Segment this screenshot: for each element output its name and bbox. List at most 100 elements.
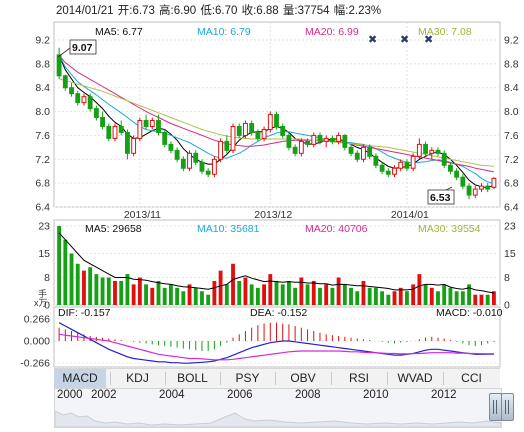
volume-tick-label: 23 (504, 221, 516, 233)
tab-wvad[interactable]: WVAD (397, 371, 433, 385)
candle-body (205, 170, 211, 175)
candle-body (447, 164, 453, 172)
dea-line (59, 333, 494, 361)
volume-bar (212, 280, 217, 305)
volume-bar (417, 274, 422, 305)
tab-cci[interactable]: CCI (461, 371, 482, 385)
high-label: 9.07 (72, 42, 93, 54)
candle-body (348, 146, 354, 154)
price-tick-label: 7.6 (35, 130, 50, 142)
candle-body (392, 167, 397, 175)
candle-body (298, 140, 304, 154)
timeline-year: 2002 (91, 389, 117, 401)
volume-bar (336, 277, 341, 305)
candle-body (379, 164, 385, 172)
volume-tick-label: 8 (44, 272, 50, 284)
candle-body (56, 54, 62, 77)
volume-bar (231, 263, 235, 305)
price-tick-label: 6.4 (504, 202, 519, 214)
volume-bars (57, 226, 496, 305)
price-tick-label: 7.2 (35, 154, 50, 166)
tab-rsi[interactable]: RSI (348, 371, 369, 385)
macd-histogram (58, 322, 495, 351)
candle-body (81, 96, 87, 104)
price-tick-label: 8.0 (504, 106, 519, 118)
volume-bar (299, 277, 304, 305)
volume-bar (150, 287, 155, 305)
timeline-navigator[interactable]: 2000 2002 2004 2006 2008 2010 2012 (54, 388, 502, 428)
volume-bar (69, 253, 74, 305)
volume-bar (318, 287, 322, 305)
volume-bar (460, 291, 465, 305)
tab-macd[interactable]: MACD (54, 369, 106, 388)
candle-body (168, 143, 174, 151)
candle-body (62, 75, 68, 89)
volume-bar (274, 280, 279, 305)
date-tick-label: 2013/12 (254, 209, 292, 221)
candle-body (261, 128, 267, 139)
candlesticks[interactable] (56, 47, 497, 200)
candle-body (460, 176, 466, 187)
volume-bar (448, 287, 453, 305)
volume-bar (262, 284, 267, 305)
candle-body (404, 161, 410, 169)
low-label: 6.53 (430, 192, 451, 204)
vol-ma30-label: MA30: 39554 (418, 223, 481, 235)
candle-body (317, 134, 323, 142)
candle-body (249, 123, 255, 133)
event-marker-icon[interactable]: ✖ (368, 34, 377, 46)
ma-line-ma20 (58, 54, 494, 173)
candle-body (435, 149, 441, 154)
candle-body (162, 131, 168, 145)
candle-body (410, 155, 416, 169)
tab-kdj[interactable]: KDJ (126, 371, 149, 385)
volume-bar (485, 294, 490, 305)
candle-body (292, 146, 298, 154)
event-marker-icon[interactable]: ✖ (400, 34, 409, 46)
timeline-right-handle[interactable] (501, 393, 514, 421)
volume-bar (106, 277, 111, 305)
candle-body (149, 120, 155, 127)
volume-bar (398, 287, 403, 305)
volume-bar (467, 284, 471, 305)
date-tick-label: 2013/11 (124, 209, 161, 221)
volume-tick-label: 8 (504, 272, 510, 284)
timeline-year: 2000 (57, 389, 83, 401)
ma-line-ma10 (58, 54, 495, 185)
vol-ma5-label: MA5: 29658 (85, 223, 142, 235)
tab-boll[interactable]: BOLL (177, 371, 208, 385)
tab-obv[interactable]: OBV (290, 371, 316, 385)
volume-bar (411, 284, 416, 305)
stock-chart[interactable]: 9.2 8.8 8.4 8.0 7.6 7.2 6.8 6.4 9.2 8.8 8.4 8.0 7.6… (0, 0, 524, 368)
candle-body (267, 114, 273, 130)
indicator-tabs: MACD KDJ BOLL PSY OBV RSI WVAD CCI (54, 368, 500, 389)
candle-body (454, 170, 460, 178)
volume-bar (243, 277, 248, 305)
tab-psy[interactable]: PSY (235, 371, 260, 385)
candle-body (385, 170, 391, 175)
candle-body (137, 120, 143, 139)
volume-unit-top: 手 (38, 288, 47, 299)
volume-bar (187, 284, 192, 305)
volume-bar (342, 284, 347, 305)
volume-bar (454, 291, 459, 305)
candle-body (416, 143, 422, 157)
macd-tick-label: 0.266 (24, 313, 50, 325)
event-marker-icon[interactable]: ✖ (424, 34, 433, 46)
candle-body (75, 93, 81, 104)
volume-bar (293, 287, 298, 305)
candle-body (93, 108, 99, 119)
volume-bar (75, 263, 80, 305)
candle-body (323, 137, 329, 142)
volume-bar (57, 226, 62, 305)
volume-bar (237, 280, 242, 305)
volume-bar (423, 284, 428, 305)
dea-label: DEA: -0.152 (250, 307, 307, 319)
candle-body (255, 131, 261, 139)
volume-bar (479, 294, 484, 305)
volume-tick-label: 15 (38, 248, 50, 260)
candle-body (423, 143, 428, 154)
candle-body (118, 125, 124, 133)
volume-bar (305, 284, 310, 305)
quote-volume: 量:37754 (282, 5, 330, 17)
